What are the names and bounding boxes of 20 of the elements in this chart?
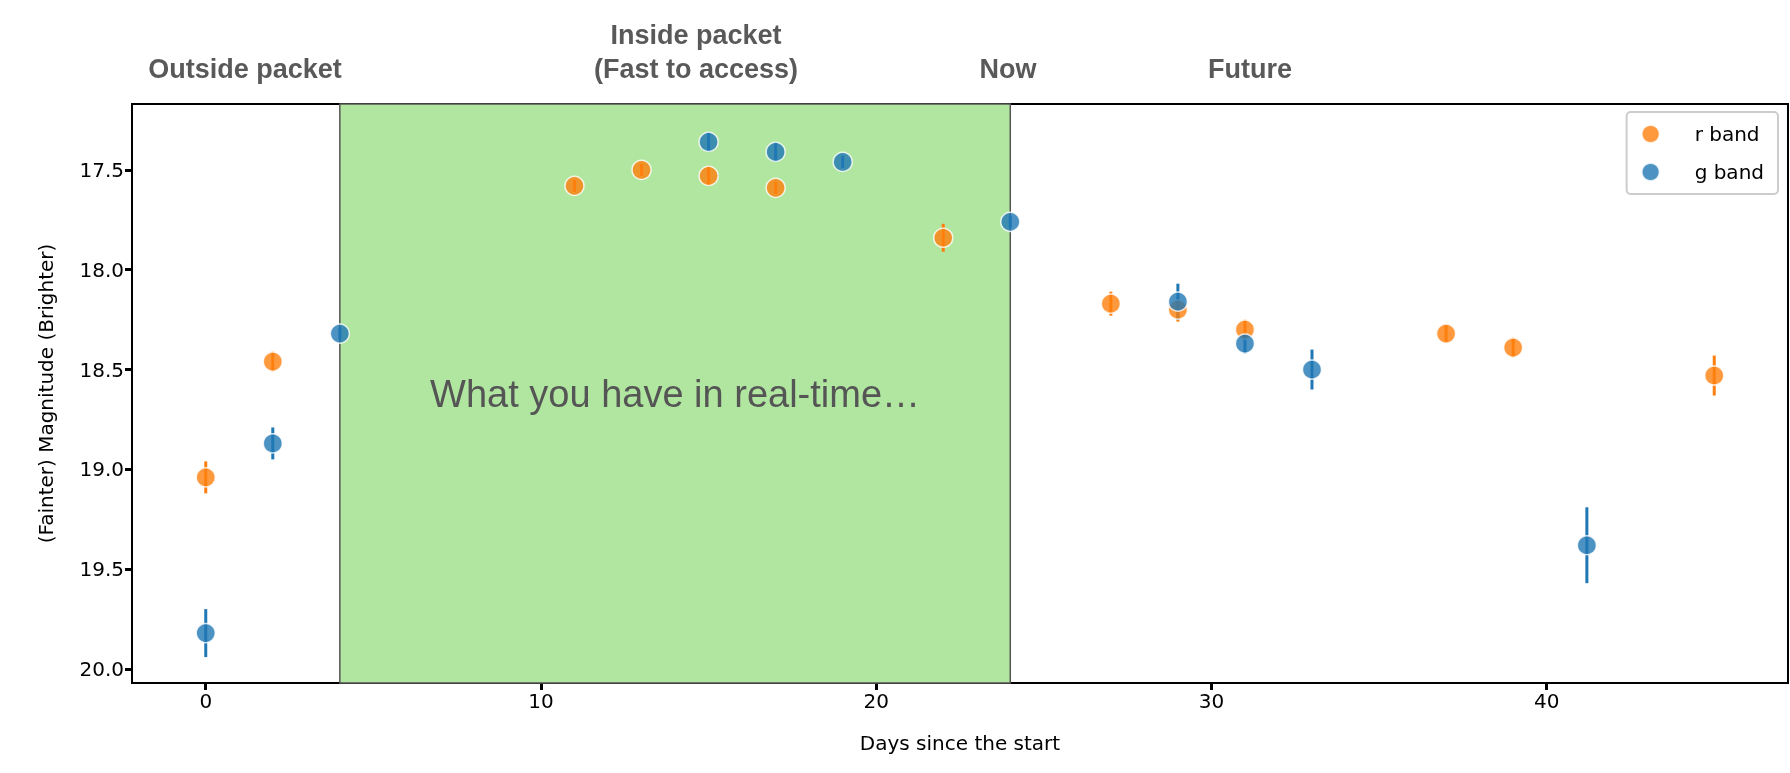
- y-axis-title: (Fainter) Magnitude (Brighter): [34, 243, 58, 544]
- x-tick-label: 10: [528, 689, 554, 713]
- x-tick-label: 0: [199, 689, 213, 713]
- x-tick-label: 40: [1533, 689, 1560, 713]
- y-tick-label: 20.0: [79, 657, 124, 682]
- y-tick-label: 19.0: [79, 457, 124, 482]
- band-label: What you have in real-time…: [430, 372, 921, 415]
- text: Outside packet: [148, 54, 342, 84]
- y-tick-label: 19.5: [79, 557, 124, 582]
- x-axis-title: Days since the start: [859, 731, 1061, 755]
- text: Future: [1208, 54, 1292, 84]
- legend-label: r band: [1694, 122, 1760, 146]
- x-tick-label: 30: [1198, 689, 1225, 713]
- legend-label: g band: [1694, 160, 1764, 184]
- y-tick-label: 17.5: [79, 157, 124, 182]
- y-tick-label: 18.0: [79, 257, 124, 282]
- text: Inside packet (Fast to access): [593, 20, 799, 84]
- x-tick-label: 20: [863, 689, 889, 713]
- text: Now: [979, 54, 1038, 84]
- y-tick-label: 18.5: [79, 357, 124, 382]
